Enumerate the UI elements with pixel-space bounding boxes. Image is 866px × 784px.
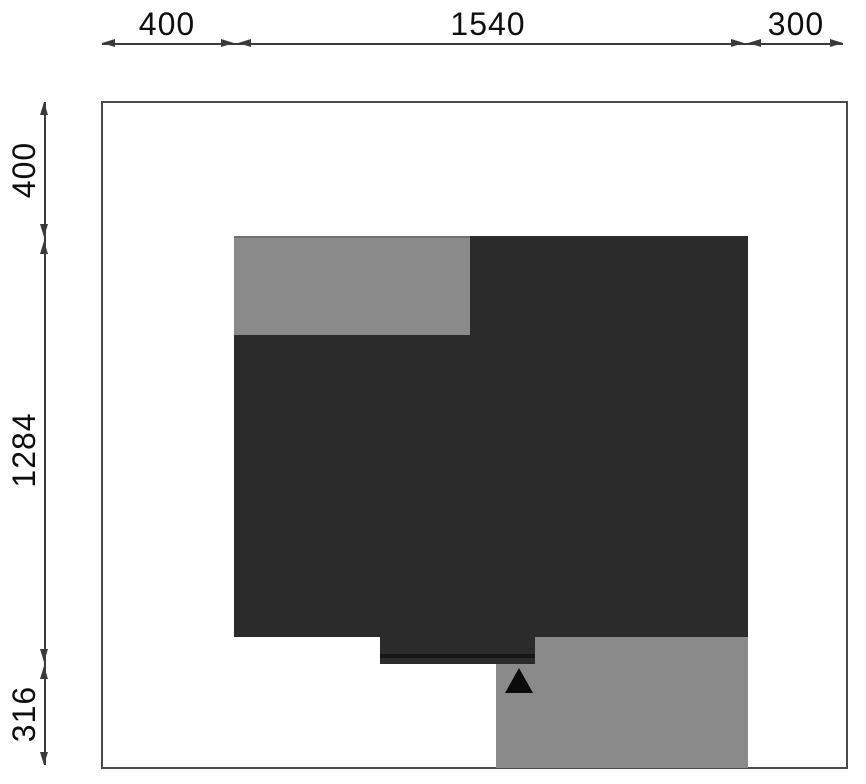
terrace-area-gray-bottom: [496, 637, 748, 768]
roof-edge-line: [380, 654, 535, 658]
dim-label-top-middle: 1540: [450, 6, 526, 42]
arrow-left-icon: [748, 39, 761, 47]
roof-area-gray-top-left: [234, 236, 470, 335]
dim-label-top-left: 400: [138, 6, 196, 42]
building-roof-dark-left: [234, 335, 470, 637]
arrow-right-icon: [221, 39, 234, 47]
building-roof-step: [380, 637, 535, 664]
arrow-up-icon: [39, 666, 48, 679]
arrow-right-icon: [830, 39, 843, 47]
dimension-line: [102, 43, 843, 45]
arrow-down-icon: [39, 649, 48, 662]
dim-label-left-top: 400: [6, 141, 42, 199]
building-roof-dark-right: [470, 236, 748, 637]
dim-label-left-middle: 1284: [6, 412, 42, 488]
dim-label-left-bottom: 316: [6, 685, 42, 743]
arrow-down-icon: [39, 224, 48, 237]
marker-triangle-icon: [505, 668, 533, 693]
dim-label-top-right: 300: [767, 6, 825, 42]
dimension-line: [44, 102, 46, 765]
arrow-right-icon: [731, 39, 744, 47]
arrow-down-icon: [39, 752, 48, 765]
arrow-left-icon: [102, 39, 115, 47]
arrow-up-icon: [39, 241, 48, 254]
arrow-left-icon: [238, 39, 251, 47]
arrow-up-icon: [39, 102, 48, 115]
